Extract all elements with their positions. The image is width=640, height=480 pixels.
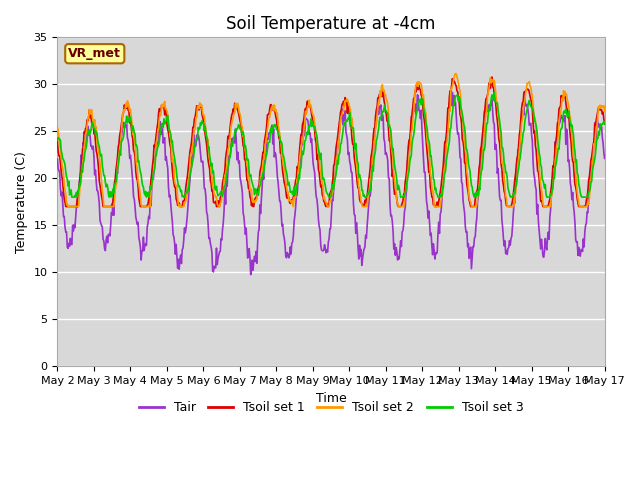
Tair bbox=[54, 156, 61, 162]
Tsoil set 3 bbox=[68, 194, 76, 200]
Title: Soil Temperature at -4cm: Soil Temperature at -4cm bbox=[227, 15, 436, 33]
Tsoil set 3 bbox=[176, 185, 184, 191]
Tsoil set 1 bbox=[62, 204, 70, 209]
Tsoil set 2 bbox=[414, 84, 422, 89]
Line: Tair: Tair bbox=[58, 92, 605, 275]
Tsoil set 3 bbox=[54, 137, 61, 143]
Tsoil set 2 bbox=[601, 108, 609, 114]
Tsoil set 3 bbox=[120, 126, 128, 132]
Line: Tsoil set 3: Tsoil set 3 bbox=[58, 93, 605, 197]
Tsoil set 3 bbox=[63, 177, 71, 182]
Tair bbox=[414, 93, 422, 99]
Tsoil set 2 bbox=[54, 125, 61, 131]
Tair bbox=[63, 244, 71, 250]
Tsoil set 1 bbox=[64, 204, 72, 209]
Tsoil set 2 bbox=[64, 204, 72, 209]
Tsoil set 3 bbox=[490, 90, 498, 96]
Tsoil set 2 bbox=[176, 202, 184, 208]
Tsoil set 2 bbox=[452, 71, 460, 76]
Tair bbox=[175, 266, 183, 272]
Tsoil set 1 bbox=[414, 87, 422, 93]
Tair bbox=[449, 89, 456, 95]
Tsoil set 3 bbox=[205, 144, 212, 150]
Tair bbox=[601, 156, 609, 161]
Tsoil set 1 bbox=[54, 138, 61, 144]
Line: Tsoil set 1: Tsoil set 1 bbox=[58, 77, 605, 206]
Text: VR_met: VR_met bbox=[68, 47, 121, 60]
Tair bbox=[204, 221, 212, 227]
Tsoil set 1 bbox=[205, 162, 212, 168]
Tsoil set 1 bbox=[488, 74, 496, 80]
Tsoil set 1 bbox=[120, 102, 128, 108]
Y-axis label: Temperature (C): Temperature (C) bbox=[15, 151, 28, 253]
Tsoil set 2 bbox=[120, 108, 128, 114]
Tsoil set 2 bbox=[63, 201, 71, 206]
Tsoil set 1 bbox=[601, 121, 609, 127]
Tsoil set 3 bbox=[414, 99, 422, 105]
Tsoil set 1 bbox=[398, 200, 406, 206]
Line: Tsoil set 2: Tsoil set 2 bbox=[58, 73, 605, 206]
Tair bbox=[247, 272, 255, 277]
X-axis label: Time: Time bbox=[316, 392, 346, 405]
Tsoil set 2 bbox=[205, 152, 212, 158]
Tsoil set 1 bbox=[176, 204, 184, 209]
Tsoil set 3 bbox=[398, 194, 406, 200]
Tsoil set 2 bbox=[398, 204, 406, 209]
Tsoil set 3 bbox=[601, 121, 609, 127]
Tair bbox=[120, 121, 127, 127]
Tair bbox=[398, 229, 406, 235]
Legend: Tair, Tsoil set 1, Tsoil set 2, Tsoil set 3: Tair, Tsoil set 1, Tsoil set 2, Tsoil se… bbox=[134, 396, 529, 420]
